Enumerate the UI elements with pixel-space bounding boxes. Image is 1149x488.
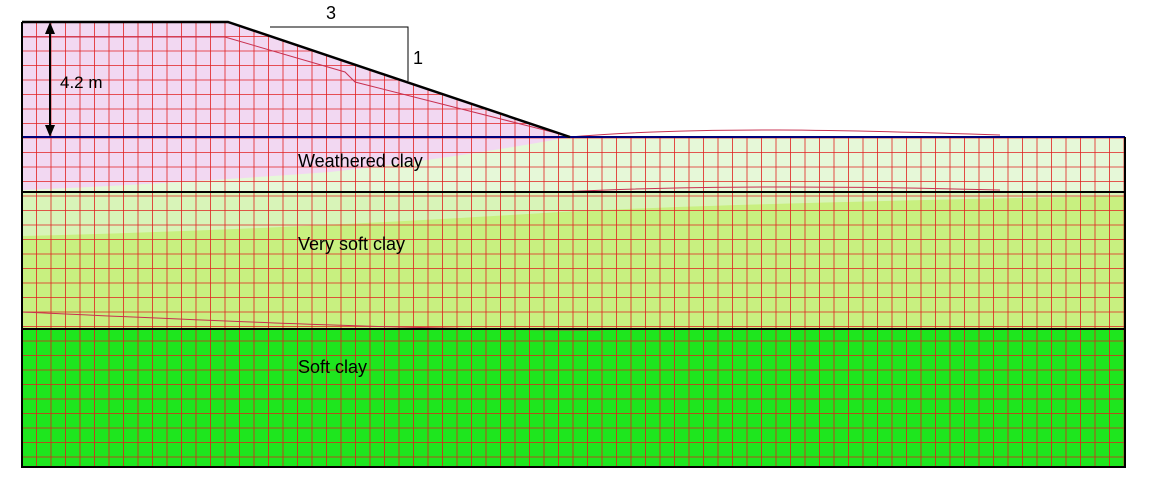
- slope-ratio-indicator: [270, 26, 409, 81]
- height-dimension-label: 4.2 m: [60, 73, 103, 92]
- model-outline: [21, 22, 1126, 468]
- embankment-fill: [22, 22, 570, 190]
- layer-label-soft-clay: Soft clay: [298, 357, 367, 377]
- deformed-ground-heave: [569, 129, 1001, 138]
- slope-vertical-label: 1: [413, 48, 423, 68]
- layer-label-very-soft-clay: Very soft clay: [298, 234, 405, 254]
- deformed-layer-1-bottom: [559, 186, 1001, 193]
- slope-horizontal-label: 3: [326, 3, 336, 23]
- arrow-head-bottom-icon: [45, 125, 55, 137]
- deformed-embankment-top: [22, 36, 561, 135]
- layer-label-weathered-clay: Weathered clay: [298, 151, 423, 171]
- layer-soft-clay-fill: [22, 329, 1125, 467]
- embankment-outline: [22, 20, 571, 139]
- arrow-head-top-icon: [45, 22, 55, 34]
